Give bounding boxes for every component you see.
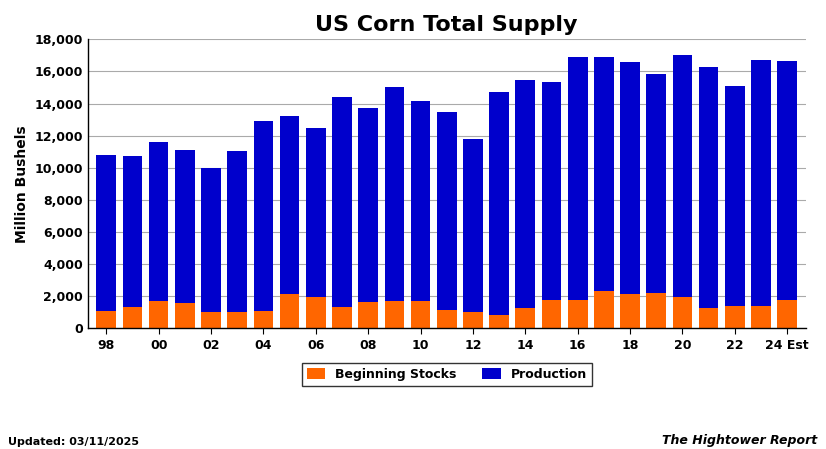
Bar: [202, 168, 221, 312]
Bar: [437, 310, 457, 328]
Bar: [542, 300, 562, 328]
Bar: [751, 60, 771, 306]
Bar: [647, 293, 666, 328]
Bar: [672, 298, 692, 328]
Y-axis label: Million Bushels: Million Bushels: [15, 125, 29, 242]
Bar: [647, 74, 666, 293]
Bar: [149, 301, 169, 328]
Bar: [306, 297, 325, 328]
Bar: [567, 300, 587, 328]
Bar: [227, 313, 247, 328]
Bar: [411, 301, 430, 328]
Bar: [332, 97, 352, 307]
Bar: [254, 311, 273, 328]
Bar: [489, 315, 509, 328]
Bar: [122, 156, 142, 307]
Bar: [620, 62, 640, 294]
Bar: [463, 139, 482, 313]
Bar: [777, 300, 797, 328]
Bar: [227, 150, 247, 313]
Bar: [280, 295, 299, 328]
Legend: Beginning Stocks, Production: Beginning Stocks, Production: [301, 363, 591, 386]
Text: Updated: 03/11/2025: Updated: 03/11/2025: [8, 437, 140, 447]
Bar: [149, 141, 169, 301]
Bar: [594, 57, 614, 291]
Bar: [777, 62, 797, 300]
Bar: [725, 306, 745, 328]
Bar: [672, 55, 692, 298]
Bar: [699, 308, 719, 328]
Bar: [202, 312, 221, 328]
Bar: [97, 155, 116, 312]
Bar: [385, 87, 404, 301]
Bar: [175, 303, 195, 328]
Text: The Hightower Report: The Hightower Report: [662, 434, 818, 447]
Bar: [567, 57, 587, 300]
Bar: [122, 307, 142, 328]
Bar: [280, 116, 299, 295]
Bar: [751, 306, 771, 328]
Bar: [306, 128, 325, 297]
Bar: [175, 150, 195, 303]
Bar: [437, 112, 457, 310]
Bar: [463, 313, 482, 328]
Bar: [358, 302, 378, 328]
Bar: [411, 101, 430, 301]
Bar: [489, 92, 509, 315]
Bar: [332, 307, 352, 328]
Title: US Corn Total Supply: US Corn Total Supply: [316, 15, 578, 35]
Bar: [97, 312, 116, 328]
Bar: [515, 308, 535, 328]
Bar: [542, 82, 562, 300]
Bar: [515, 80, 535, 308]
Bar: [725, 86, 745, 306]
Bar: [358, 108, 378, 302]
Bar: [385, 301, 404, 328]
Bar: [620, 294, 640, 328]
Bar: [699, 67, 719, 308]
Bar: [594, 291, 614, 328]
Bar: [254, 121, 273, 311]
